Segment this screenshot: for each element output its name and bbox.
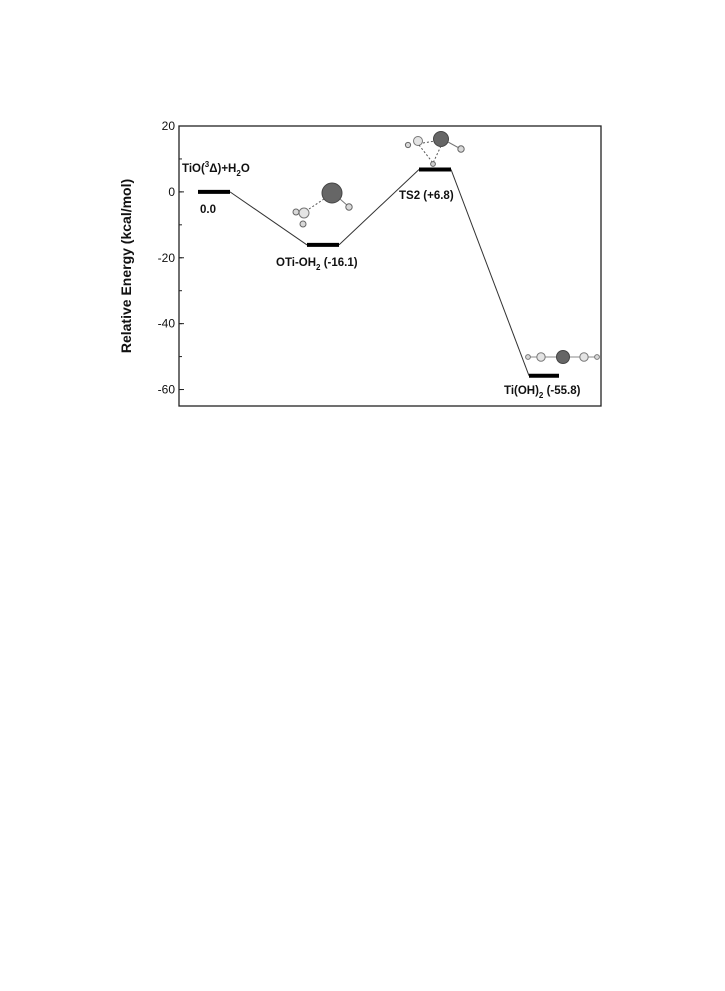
connector-line	[229, 191, 308, 246]
product-molecule-image	[525, 350, 600, 364]
product-label: Ti(OH)2 (-55.8)	[504, 385, 581, 400]
connector-line	[338, 169, 420, 246]
y-tick-label: -60	[158, 383, 176, 397]
ts-molecule-image	[404, 131, 465, 167]
ts-label: TS2 (+6.8)	[399, 190, 454, 202]
plot-frame	[178, 125, 602, 407]
energy-levels	[198, 167, 559, 378]
reactant-label: TiO(3Δ)+H2O	[182, 160, 250, 178]
connector-lines	[229, 169, 530, 376]
y-tick-label: -40	[158, 317, 176, 331]
y-tick-label: 0	[168, 185, 175, 199]
y-axis-label: Relative Energy (kcal/mol)	[118, 179, 134, 353]
reactant-energy-label: 0.0	[200, 204, 216, 216]
connector-line	[450, 169, 530, 376]
y-tick-label: 20	[162, 119, 176, 133]
complex-molecule-image	[292, 182, 353, 228]
y-axis-ticks: 20 0 -20 -40 -60	[158, 119, 184, 397]
y-tick-label: -20	[158, 251, 176, 265]
complex-label: OTi-OH2 (-16.1)	[276, 257, 358, 272]
